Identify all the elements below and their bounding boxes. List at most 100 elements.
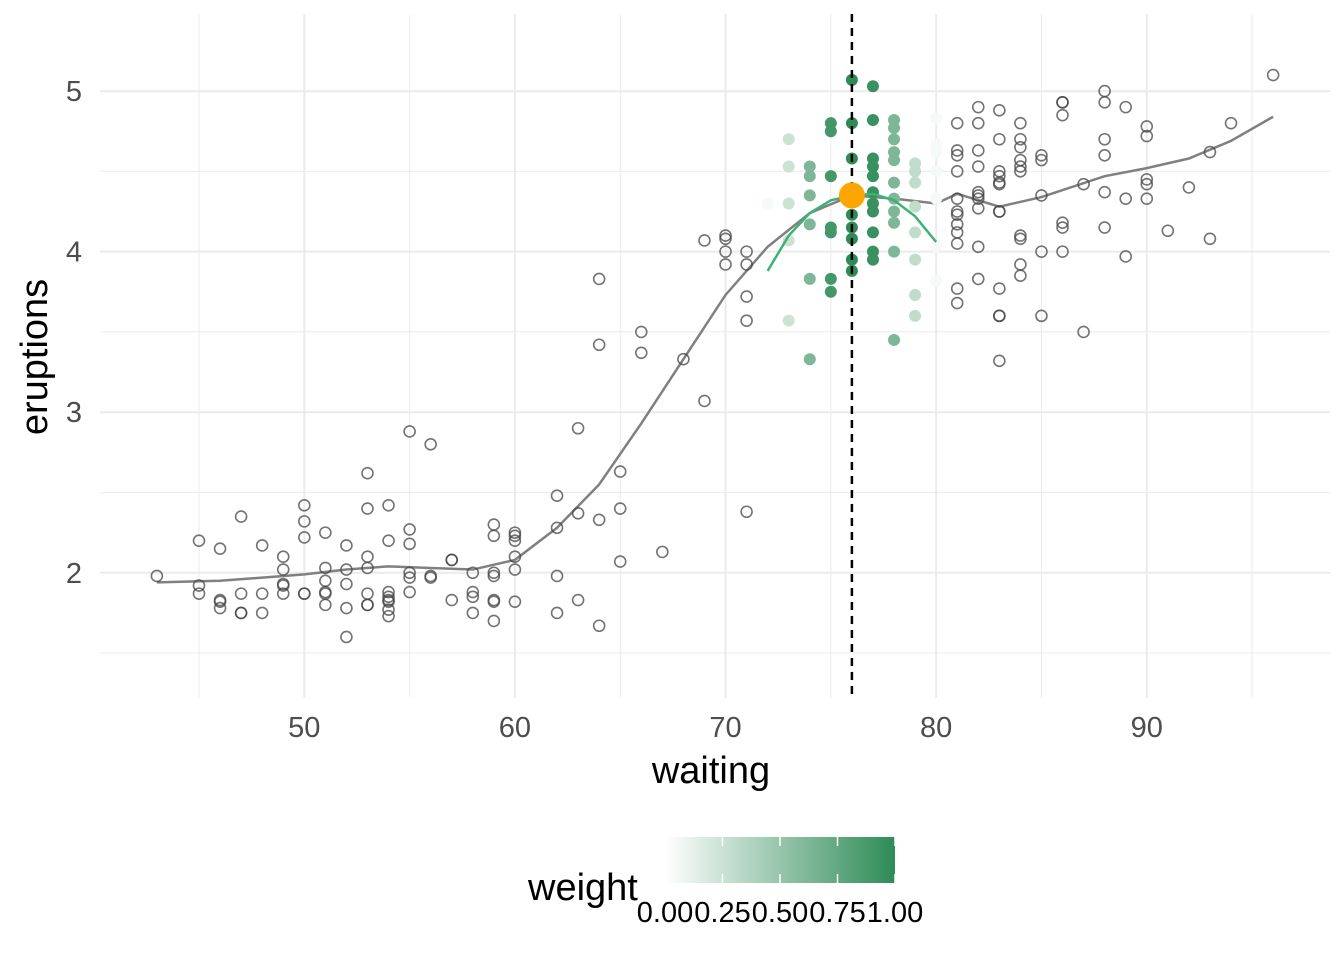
data-point [993,282,1006,295]
data-point [719,229,732,242]
data-point [1098,185,1111,199]
data-point [1224,116,1238,130]
weighted-point [888,245,901,258]
data-point [319,574,332,588]
data-point [1140,120,1154,133]
data-point [1140,192,1154,205]
weighted-point [930,274,943,287]
weighted-point [866,205,879,218]
data-point [276,550,290,564]
data-point [508,526,522,539]
data-point [1056,216,1069,230]
data-point [634,346,648,360]
data-point [740,505,753,519]
data-point [487,529,501,543]
data-point [550,521,564,535]
data-point [1161,224,1175,238]
y-tick-label: 2 [66,558,82,590]
data-point [403,566,416,580]
y-tick-label: 4 [66,237,82,269]
data-point [1035,189,1048,202]
data-point [571,421,585,435]
data-point [1098,148,1111,162]
data-point [1056,221,1069,234]
data-point [382,534,395,547]
data-point [1035,148,1048,162]
data-point [1098,221,1111,234]
data-point [971,201,985,215]
data-point [192,587,206,600]
data-point [382,609,395,623]
data-point [382,499,395,512]
weighted-point [866,113,879,126]
data-point [234,606,248,620]
data-point [1266,68,1280,82]
legend-title: weight [527,867,638,909]
data-point [276,579,290,592]
data-point [1014,140,1027,154]
data-point [719,258,732,271]
data-point [993,132,1006,146]
weighted-point [909,200,922,213]
weighted-point [888,216,901,229]
data-point [1140,173,1154,186]
weighted-point [782,234,795,247]
data-point [255,539,269,552]
weighted-point [866,186,879,199]
data-point [1182,181,1196,194]
weighted-point [845,117,858,130]
y-tick-label: 5 [66,76,82,108]
data-point [508,534,522,547]
data-point [1035,245,1048,258]
x-axis-title: waiting [651,750,770,792]
data-point [508,529,522,543]
data-point [487,569,501,583]
data-point [971,272,985,286]
weighted-point [888,205,901,218]
weighted-point [930,240,943,253]
data-point [382,603,395,616]
data-point [1056,108,1069,122]
data-point [255,587,269,600]
data-point [192,534,206,547]
data-point [971,144,985,157]
weighted-points [761,73,943,366]
data-point [234,587,248,600]
weighted-point [803,170,816,183]
weighted-point [803,353,816,366]
weighted-point [888,176,901,189]
x-tick-label: 80 [920,712,952,744]
data-point [1119,100,1133,114]
data-point [361,466,374,480]
weighted-point [803,189,816,202]
data-point [213,601,227,615]
data-point [508,563,522,576]
weighted-point [824,170,837,183]
y-tick-label: 3 [66,397,82,429]
x-tick-label: 60 [499,712,531,744]
weighted-point [782,314,795,327]
data-point [1014,229,1027,242]
data-point [1014,160,1027,173]
data-point [950,208,964,222]
data-point [950,205,964,218]
data-point [950,165,964,178]
x-tick-label: 90 [1131,712,1163,744]
data-point [297,515,311,528]
data-point [382,590,395,604]
data-point [276,587,290,600]
data-point [276,563,290,576]
data-point [234,510,248,523]
data-point [361,598,374,612]
data-point [255,606,269,620]
data-point [971,160,985,173]
data-point [487,518,501,531]
data-point [403,585,416,599]
data-point [424,571,437,584]
data-point [550,606,564,620]
data-point [361,561,374,575]
data-point [445,553,459,567]
weighted-point [782,133,795,146]
data-point [361,550,374,564]
data-point [466,585,480,599]
